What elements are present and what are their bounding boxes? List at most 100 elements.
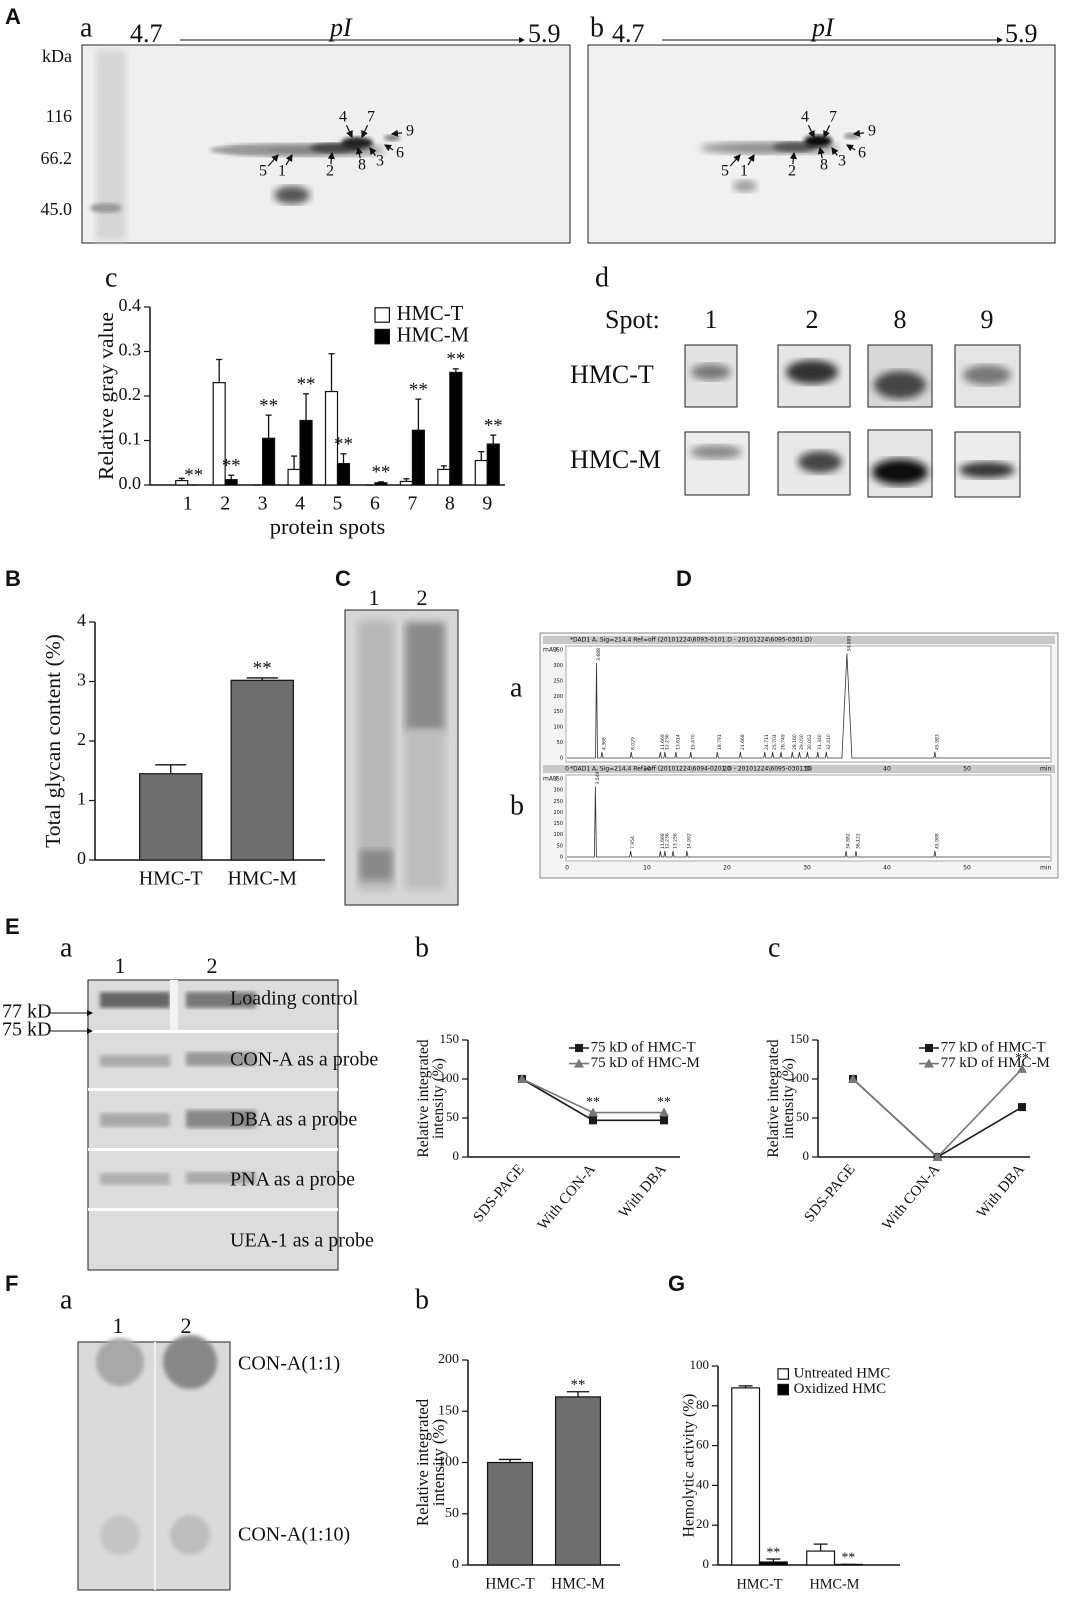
bar [399,480,413,486]
peak-label: 14.992 [686,833,692,849]
chrom-xtick: 50 [963,865,971,872]
peak-label: 11.669 [660,734,666,750]
chrom-ytick: 200 [553,694,563,700]
y-axis-label: intensity (%) [780,1058,797,1139]
probe-label: UEA-1 as a probe [230,1230,374,1252]
spot-arrow [390,129,403,137]
spot-label: 1 [278,163,286,180]
bar [262,437,276,486]
spot-label: 7 [367,109,375,126]
chrom-xtick: 0 [565,865,569,872]
legend-label: 77 kD of HMC-M [941,1055,1050,1071]
series-line [852,1078,1023,1158]
peak-label: 30.052 [807,734,813,750]
y-tick-label: 0.0 [119,473,142,493]
panel-labels: A B C D E F G a b c d a b a b c a b [5,4,780,1316]
spot-label: 4 [801,109,809,126]
chrom-unit-x: min [1040,766,1052,773]
spot-label: 2 [788,163,796,180]
bar [411,429,425,486]
spot-arrow [747,153,755,166]
spot-label: 8 [820,157,828,174]
y-tick-label: 2 [77,729,86,749]
kda-label: 45.0 [41,199,73,219]
spot-label: 5 [259,163,267,180]
bar [731,1387,761,1566]
dilution-label: CON-A(1:10) [238,1524,350,1546]
x-tick-label: HMC-M [228,868,298,890]
legend-marker [924,1058,934,1068]
significance: ** [371,462,390,483]
dot-blot [77,1335,231,1591]
bar [449,371,463,486]
pi-end: 5.9 [1005,19,1038,48]
y-axis-label: Total glycan content (%) [41,634,65,848]
significance: ** [657,1094,671,1109]
panel-label: C [335,566,351,591]
x-tick-label: HMC-T [736,1576,782,1592]
spot-number: 1 [705,305,718,334]
x-tick-label: 6 [370,493,380,515]
sub-label: a [60,932,73,963]
legend-swatch [777,1383,789,1396]
sub-label: a [80,12,93,43]
y-tick-label: 80 [696,1397,709,1412]
spot-label: 6 [858,145,866,162]
y-axis-label: Relative integrated [413,1398,432,1526]
y-tick-label: 100 [440,1070,460,1085]
y-tick-label: 0.4 [119,295,142,315]
sub-label: b [415,932,429,963]
spot-label: 3 [376,153,384,170]
chrom-ytick: 150 [553,709,563,715]
bar [486,443,500,486]
peak-label: 34.882 [846,833,852,849]
lane-label: 1 [115,953,126,978]
x-tick-label: With DBA [616,1161,670,1221]
peak-label: 8.029 [631,737,637,750]
peak-label: 3.549 [595,771,601,784]
spot-table-labels: Spot: 1 2 8 9 HMC-T HMC-M [570,305,994,474]
spot-label: 5 [721,163,729,180]
x-tick-label: HMC-M [551,1576,605,1593]
spot-number: 8 [894,305,907,334]
pi-axis: 4.7 pI 5.9 4.7 pI 5.9 [130,13,1038,48]
blot-e [50,979,339,1271]
peak-label: 21.668 [740,734,746,750]
row-label: HMC-T [570,360,654,389]
peak-label: 3.688 [596,648,602,661]
x-axis-label: protein spots [270,514,386,539]
chrom-unit-y: mAU [543,647,557,654]
y-tick-label: 100 [438,1455,459,1470]
significance: ** [222,455,241,476]
significance: ** [334,434,353,455]
x-tick-label: HMC-T [139,868,203,890]
y-tick-label: 0 [452,1557,459,1572]
legend-swatch [374,307,390,323]
kda-label: 116 [46,106,72,126]
point [589,1116,597,1125]
legend-label: HMC-M [397,324,469,346]
sub-label: b [415,1284,429,1315]
peak-label: 12.236 [664,734,670,750]
pi-title: pI [810,13,835,42]
spot-arrow [831,147,839,156]
bar [474,459,488,486]
spot-arrow [369,147,377,156]
chrom-ytick: 250 [553,678,563,684]
peak-label: 45.983 [934,734,940,750]
significance: ** [1015,1050,1029,1065]
significance: ** [484,415,503,436]
bar [336,463,351,486]
kd-marker: 77 kD [2,1001,51,1023]
chrom-ytick: 150 [553,821,563,827]
spot-arrow [355,146,363,159]
y-tick-label: 100 [790,1070,810,1085]
chrom-xtick: 10 [643,766,651,773]
legend-label: Oxidized HMC [794,1381,887,1397]
point [588,1107,598,1117]
bar [806,1550,836,1566]
y-tick-label: 150 [438,1403,459,1418]
x-tick-label: 9 [482,493,492,515]
panel-label: A [5,4,21,29]
